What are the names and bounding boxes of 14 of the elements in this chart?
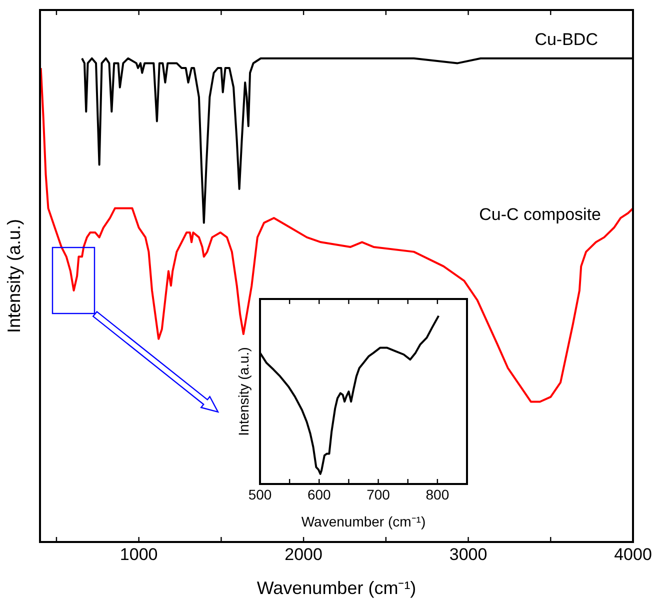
x-tick-label: 4000: [614, 544, 652, 564]
x-tick-label: 700: [366, 486, 390, 502]
x-axis-title: Wavenumber (cm⁻¹): [301, 513, 426, 530]
x-tick-label: 800: [426, 486, 450, 502]
x-tick-label: 1000: [120, 544, 158, 564]
x-tick-label: 3000: [449, 544, 488, 564]
x-tick-label: 2000: [284, 544, 322, 564]
x-tick-label: 500: [248, 486, 272, 502]
x-axis-title: Wavenumber (cm⁻¹): [256, 578, 416, 598]
x-tick-label: 600: [307, 486, 332, 502]
series-label: Cu-C composite: [479, 204, 601, 224]
legend-label: Cu-BDC: [534, 30, 598, 50]
y-axis-title: Intensity (a.u.): [4, 218, 24, 334]
y-axis-title: Intensity (a.u.): [235, 347, 252, 436]
